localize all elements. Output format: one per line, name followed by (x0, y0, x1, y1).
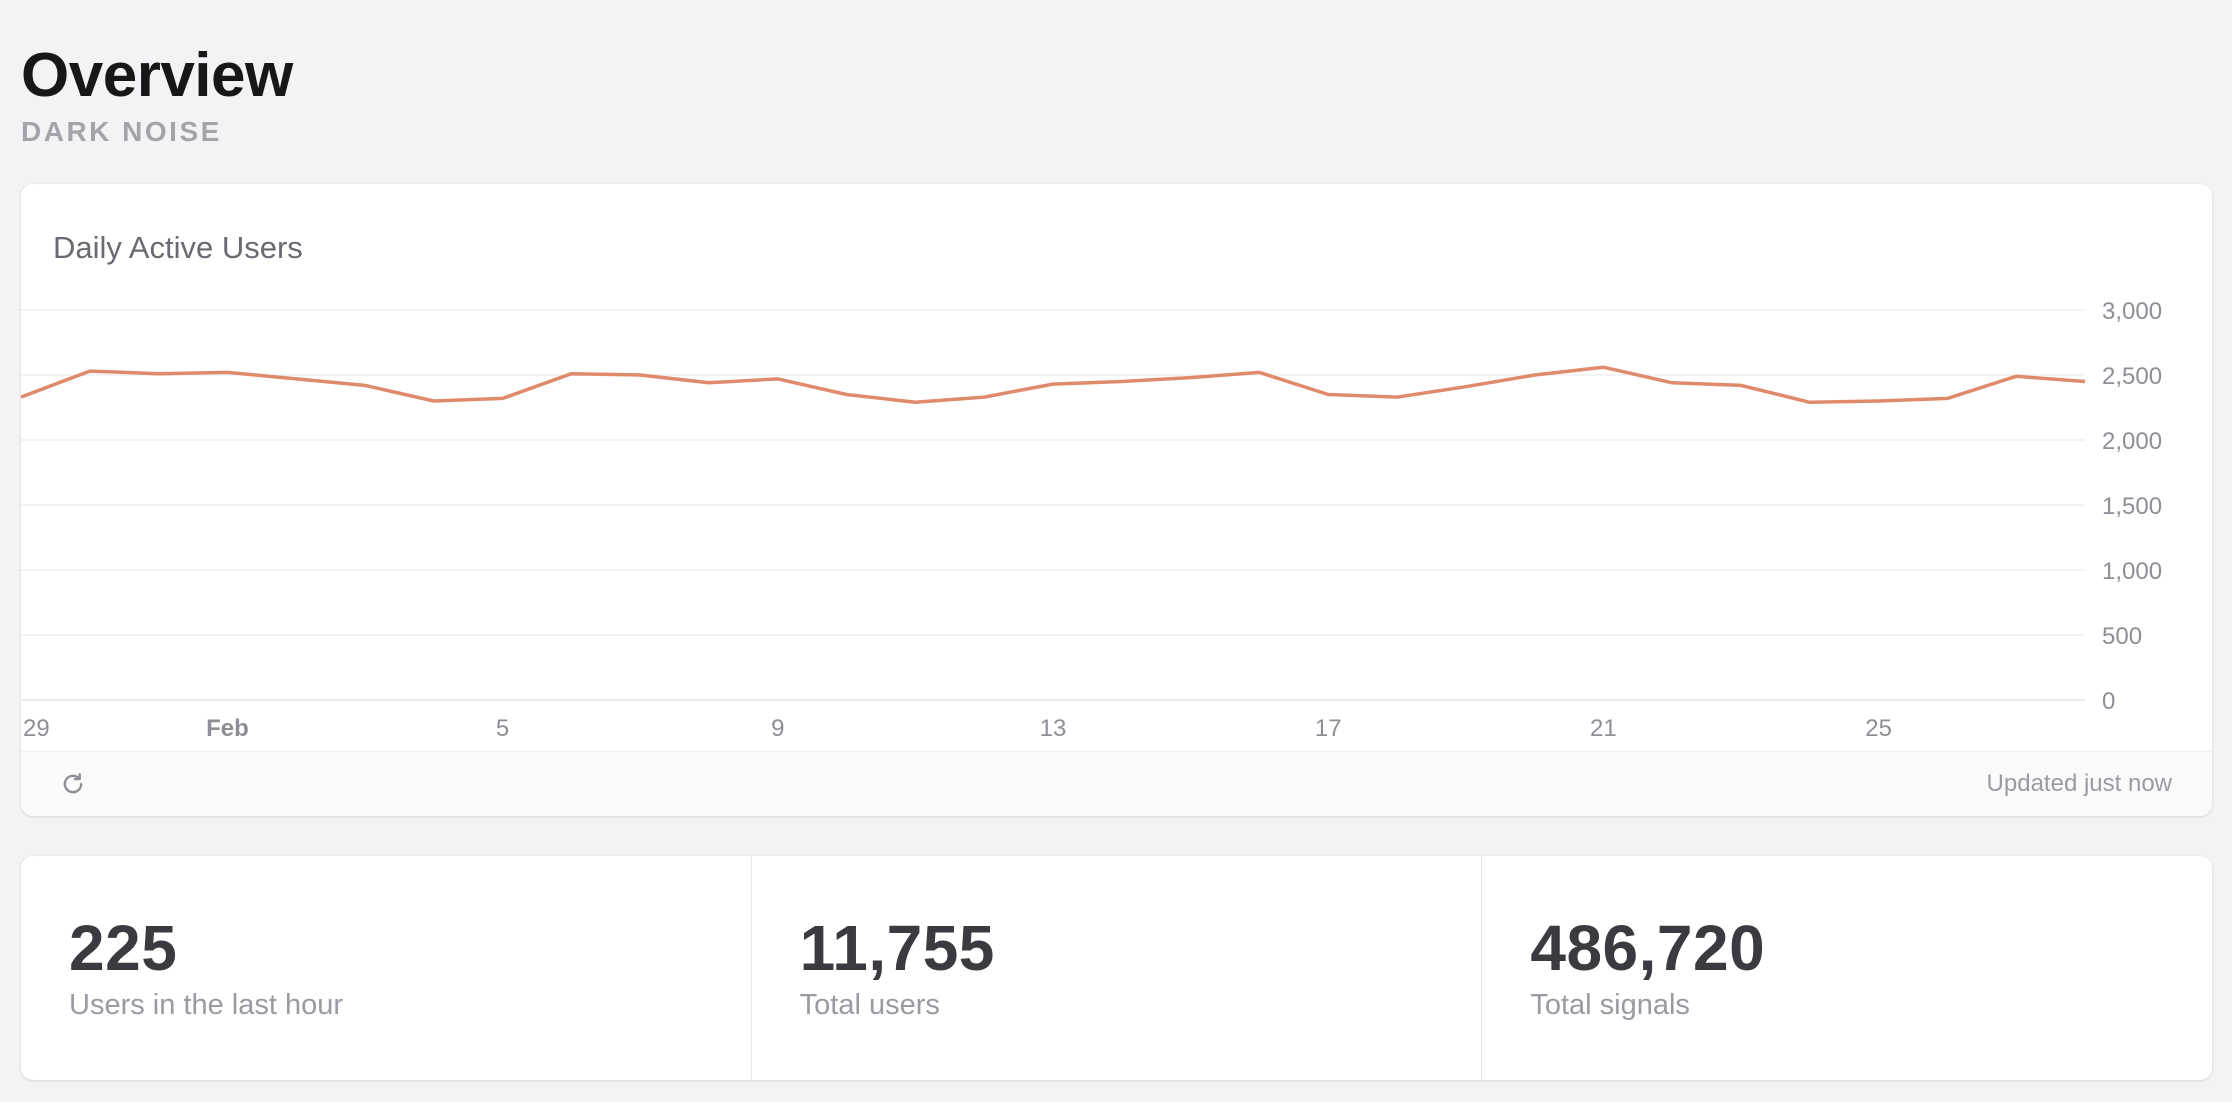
chart-grid (21, 309, 2085, 701)
y-axis-labels: 3,000 2,500 2,000 1,500 1,000 500 0 (2102, 298, 2162, 715)
series-line-daily-active-users (21, 365, 2086, 405)
stat-users-last-hour: 225 Users in the last hour (21, 856, 751, 1080)
stat-value: 11,755 (799, 912, 995, 984)
stat-total-signals: 486,720 Total signals (1481, 856, 2212, 1080)
x-tick-label: 13 (1040, 715, 1067, 742)
x-tick-label: 17 (1315, 715, 1342, 742)
y-tick-label: 500 (2102, 623, 2142, 650)
x-tick-label: 29 (23, 715, 50, 742)
chart-title: Daily Active Users (53, 230, 303, 265)
daily-active-users-card: Daily Active Users 3,000 2,500 2,000 1,500 1… (21, 184, 2212, 816)
stat-label: Total signals (1530, 989, 1690, 1021)
y-tick-label: 3,000 (2102, 298, 2162, 325)
updated-status: Updated just now (1986, 770, 2172, 797)
stat-label: Total users (799, 989, 940, 1021)
x-tick-label: 9 (771, 715, 784, 742)
stats-card: 225 Users in the last hour 11,755 Total … (21, 856, 2212, 1080)
chart-series (21, 365, 2086, 405)
x-tick-label: 21 (1590, 715, 1617, 742)
y-tick-label: 1,500 (2102, 493, 2162, 520)
chart-footer: Updated just now (21, 751, 2212, 816)
daily-active-users-chart: 3,000 2,500 2,000 1,500 1,000 500 0 29 Feb 5 9 13 1… (21, 298, 2162, 742)
stat-value: 225 (69, 912, 178, 984)
refresh-icon[interactable] (59, 770, 87, 798)
stat-value: 486,720 (1530, 912, 1766, 984)
x-tick-label: 25 (1865, 715, 1892, 742)
y-tick-label: 2,000 (2102, 428, 2162, 455)
y-tick-label: 1,000 (2102, 558, 2162, 585)
stat-total-users: 11,755 Total users (750, 856, 1482, 1080)
page-title: Overview (21, 41, 293, 110)
stat-label: Users in the last hour (69, 989, 344, 1021)
x-tick-label: Feb (206, 715, 249, 742)
x-tick-label: 5 (496, 715, 509, 742)
y-tick-label: 0 (2102, 688, 2115, 715)
x-axis-labels: 29 Feb 5 9 13 17 21 25 (23, 715, 1892, 742)
y-tick-label: 2,500 (2102, 363, 2162, 390)
page-subtitle: DARK NOISE (21, 116, 222, 147)
